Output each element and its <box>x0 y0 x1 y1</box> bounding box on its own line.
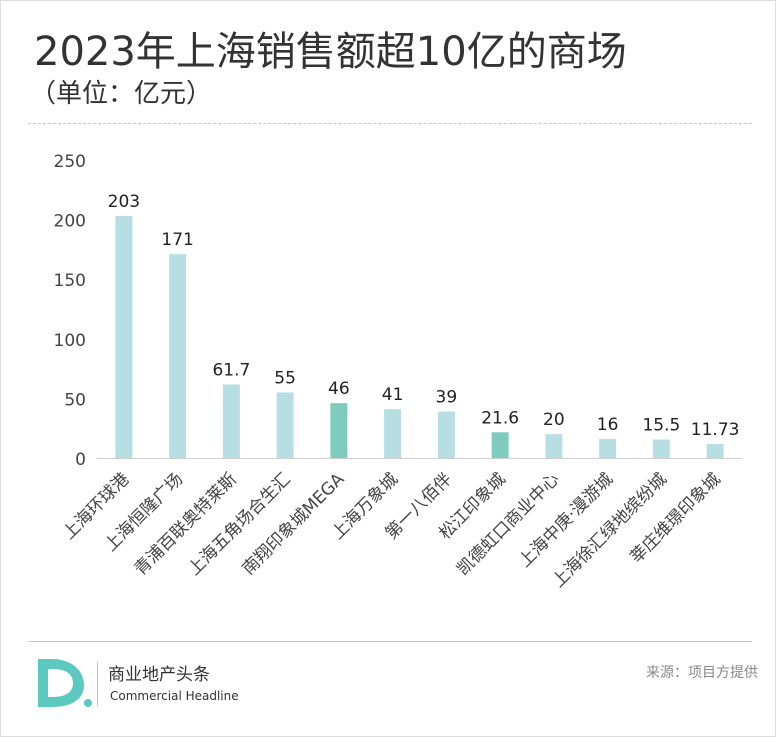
x-tick-label: 上海中庚·漫游城 <box>515 469 617 571</box>
data-label: 171 <box>161 230 193 250</box>
bottom-divider <box>28 641 752 642</box>
logo-letter-d <box>38 659 84 707</box>
data-label: 11.73 <box>691 420 740 440</box>
data-label: 55 <box>274 368 296 388</box>
data-label: 46 <box>328 379 350 399</box>
brand-name-en: Commercial Headline <box>110 689 239 703</box>
y-tick-label: 50 <box>64 390 86 410</box>
brand-name-cn: 商业地产头条 <box>108 665 210 685</box>
logo-dot <box>84 699 92 707</box>
chart-subtitle: （单位：亿元） <box>30 79 213 109</box>
bar <box>599 438 617 458</box>
footer-separator <box>97 662 98 706</box>
bar <box>169 254 187 458</box>
data-label: 15.5 <box>642 416 680 436</box>
data-label: 203 <box>108 192 140 212</box>
y-tick-label: 100 <box>54 331 86 351</box>
bar <box>437 411 455 458</box>
data-label: 21.6 <box>481 408 519 428</box>
chart-title: 2023年上海销售额超10亿的商场 <box>34 29 627 75</box>
data-label: 16 <box>597 415 619 435</box>
bar <box>491 432 509 458</box>
bar <box>276 392 294 458</box>
top-divider <box>28 123 752 124</box>
source-note: 来源：项目方提供 <box>646 665 758 681</box>
bar <box>222 384 240 458</box>
data-label: 39 <box>436 388 458 408</box>
y-tick-label: 150 <box>54 271 86 291</box>
y-tick-label: 0 <box>75 450 86 470</box>
bar <box>330 403 348 458</box>
bar <box>384 409 402 458</box>
bar <box>706 444 724 458</box>
data-label: 61.7 <box>212 360 250 380</box>
bar <box>545 434 563 458</box>
brand-logo <box>38 659 92 707</box>
data-label: 20 <box>543 410 565 430</box>
bar <box>115 216 133 458</box>
bar <box>652 439 670 458</box>
data-label: 41 <box>382 385 404 405</box>
y-tick-label: 200 <box>54 212 86 232</box>
bar-chart: 050100150200250203上海环球港171上海恒隆广场61.7青浦百联… <box>54 152 742 592</box>
y-tick-label: 250 <box>54 152 86 172</box>
